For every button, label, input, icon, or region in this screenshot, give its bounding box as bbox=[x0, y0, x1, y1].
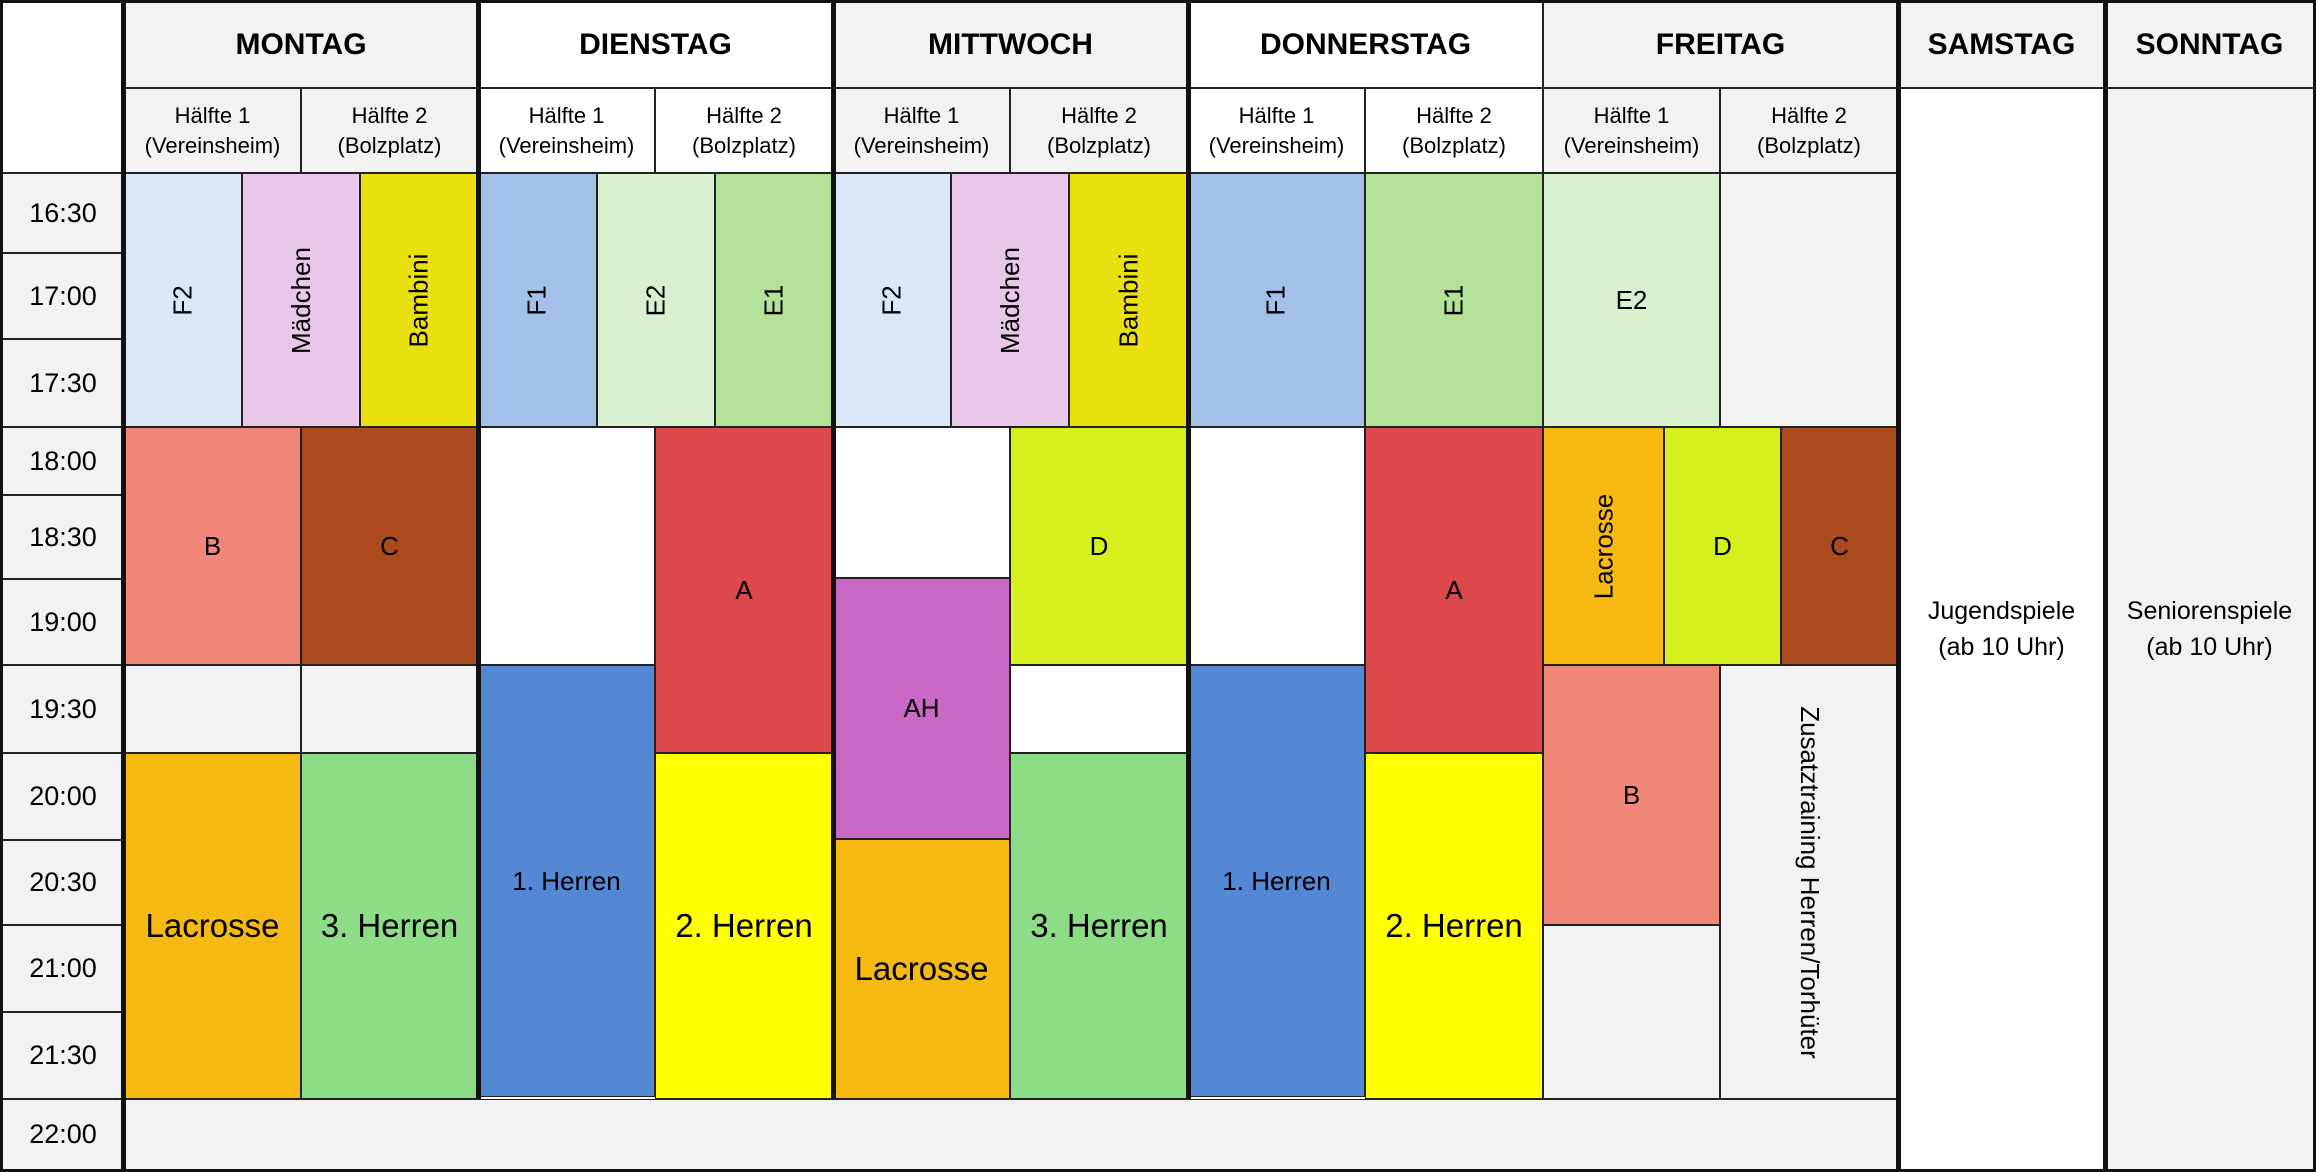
outer-border bbox=[2313, 0, 2316, 1172]
half-1-header: Hälfte 1 (Vereinsheim) bbox=[124, 88, 301, 173]
time-label: 20:00 bbox=[2, 753, 124, 840]
day-header-dienstag: DIENSTAG bbox=[478, 2, 833, 88]
time-label: 17:30 bbox=[2, 339, 124, 427]
empty-slot bbox=[1720, 173, 1898, 427]
day-separator bbox=[831, 2, 836, 1099]
training-block: E1 bbox=[715, 173, 833, 427]
training-block: F1 bbox=[478, 173, 597, 427]
time-label: 18:30 bbox=[2, 495, 124, 579]
training-block: F1 bbox=[1188, 173, 1365, 427]
half-1-header: Hälfte 1 (Vereinsheim) bbox=[1543, 88, 1720, 173]
empty-slot bbox=[1010, 665, 1188, 753]
training-block: 1. Herren bbox=[1188, 665, 1365, 1097]
half-1-header: Hälfte 1 (Vereinsheim) bbox=[1188, 88, 1365, 173]
day-header-mittwoch: MITTWOCH bbox=[833, 2, 1188, 88]
time-label: 19:00 bbox=[2, 579, 124, 665]
training-block: Lacrosse bbox=[1543, 427, 1664, 665]
corner-cell bbox=[2, 2, 124, 173]
empty-slot bbox=[1188, 427, 1365, 665]
day-header-sonntag: SONNTAG bbox=[2105, 2, 2314, 88]
day-header-montag: MONTAG bbox=[124, 2, 478, 88]
half-2-header: Hälfte 2 (Bolzplatz) bbox=[1365, 88, 1543, 173]
training-block: AH bbox=[833, 578, 1010, 839]
training-block: 2. Herren bbox=[655, 753, 833, 1099]
half-2-header: Hälfte 2 (Bolzplatz) bbox=[1010, 88, 1188, 173]
empty-slot bbox=[833, 427, 1010, 578]
empty-slot bbox=[124, 1099, 1898, 1170]
training-block: C bbox=[1781, 427, 1898, 665]
training-block: F2 bbox=[124, 173, 242, 427]
training-block: 3. Herren bbox=[1010, 753, 1188, 1099]
training-block: E2 bbox=[1543, 173, 1720, 427]
training-block: A bbox=[1365, 427, 1543, 753]
training-block: C bbox=[301, 427, 478, 665]
outer-border bbox=[0, 0, 2316, 3]
time-label: 17:00 bbox=[2, 253, 124, 339]
empty-slot bbox=[301, 665, 478, 753]
day-header-freitag: FREITAG bbox=[1543, 2, 1898, 88]
training-block: A bbox=[655, 427, 833, 753]
time-label: 20:30 bbox=[2, 840, 124, 925]
day-header-samstag: SAMSTAG bbox=[1898, 2, 2105, 88]
day-separator bbox=[476, 2, 481, 1099]
training-block: D bbox=[1664, 427, 1781, 665]
empty-slot bbox=[478, 427, 655, 665]
day-separator bbox=[1896, 2, 1901, 1170]
half-2-header: Hälfte 2 (Bolzplatz) bbox=[1720, 88, 1898, 173]
half-1-header: Hälfte 1 (Vereinsheim) bbox=[478, 88, 655, 173]
weekend-block-sonntag: Seniorenspiele (ab 10 Uhr) bbox=[2105, 88, 2314, 1170]
time-label: 22:00 bbox=[2, 1099, 124, 1170]
training-block: Lacrosse bbox=[833, 839, 1010, 1099]
training-block: B bbox=[1543, 665, 1720, 925]
training-block: 3. Herren bbox=[301, 753, 478, 1099]
training-block: 1. Herren bbox=[478, 665, 655, 1097]
time-label: 16:30 bbox=[2, 173, 124, 253]
training-block: Mädchen bbox=[242, 173, 360, 427]
training-block: B bbox=[124, 427, 301, 665]
empty-slot bbox=[1543, 925, 1720, 1099]
training-block: Lacrosse bbox=[124, 753, 301, 1099]
training-block: Bambini bbox=[1069, 173, 1188, 427]
day-header-donnerstag: DONNERSTAG bbox=[1188, 2, 1543, 88]
time-label: 21:30 bbox=[2, 1012, 124, 1099]
outer-border bbox=[0, 0, 3, 1172]
training-block: Zusatztraining Herren/Torhüter bbox=[1720, 665, 1898, 1099]
training-block: 2. Herren bbox=[1365, 753, 1543, 1099]
half-2-header: Hälfte 2 (Bolzplatz) bbox=[301, 88, 478, 173]
outer-border bbox=[0, 1169, 2316, 1172]
time-label: 21:00 bbox=[2, 925, 124, 1012]
time-label: 18:00 bbox=[2, 427, 124, 495]
day-separator bbox=[121, 2, 126, 1170]
training-block: Bambini bbox=[360, 173, 478, 427]
training-block: Mädchen bbox=[951, 173, 1069, 427]
weekend-block-samstag: Jugendspiele (ab 10 Uhr) bbox=[1898, 88, 2105, 1170]
training-block: D bbox=[1010, 427, 1188, 665]
training-block: E1 bbox=[1365, 173, 1543, 427]
empty-slot bbox=[124, 665, 301, 753]
training-block: F2 bbox=[833, 173, 951, 427]
time-label: 19:30 bbox=[2, 665, 124, 753]
half-1-header: Hälfte 1 (Vereinsheim) bbox=[833, 88, 1010, 173]
half-2-header: Hälfte 2 (Bolzplatz) bbox=[655, 88, 833, 173]
day-separator bbox=[1186, 2, 1191, 1099]
training-block: E2 bbox=[597, 173, 715, 427]
day-separator bbox=[2103, 2, 2108, 1170]
